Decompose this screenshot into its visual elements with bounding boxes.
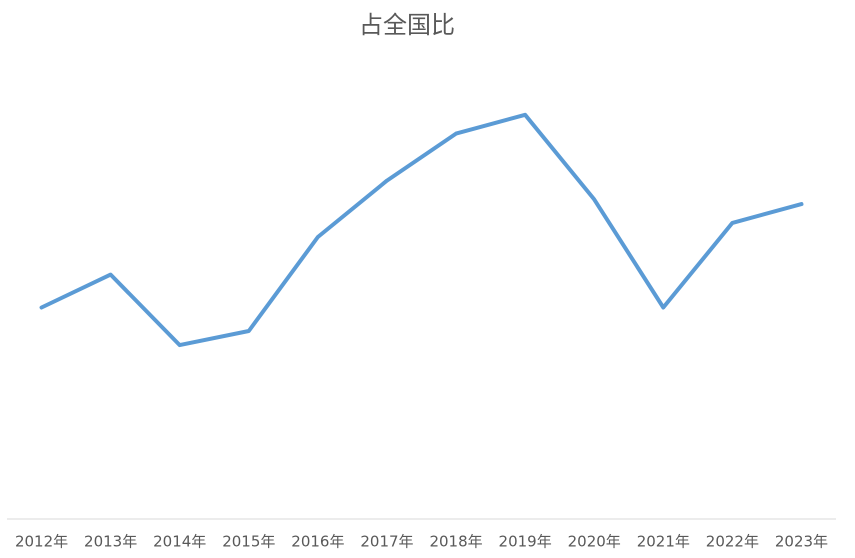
x-tick-label: 2012年 — [15, 533, 68, 551]
x-tick-label: 2014年 — [153, 533, 206, 551]
x-tick-label: 2017年 — [360, 533, 413, 551]
x-tick-label: 2016年 — [291, 533, 344, 551]
x-tick-label: 2018年 — [429, 533, 482, 551]
line — [39, 112, 804, 348]
x-tick-label: 2021年 — [637, 533, 690, 551]
x-tick-label: 2023年 — [775, 533, 828, 551]
x-tick-label: 2022年 — [706, 533, 759, 551]
x-tick-label: 2013年 — [84, 533, 137, 551]
x-tick-label: 2020年 — [568, 533, 621, 551]
x-tick-label: 2015年 — [222, 533, 275, 551]
chart-title: 占全国比 — [359, 11, 455, 39]
x-tick-label: 2019年 — [499, 533, 552, 551]
